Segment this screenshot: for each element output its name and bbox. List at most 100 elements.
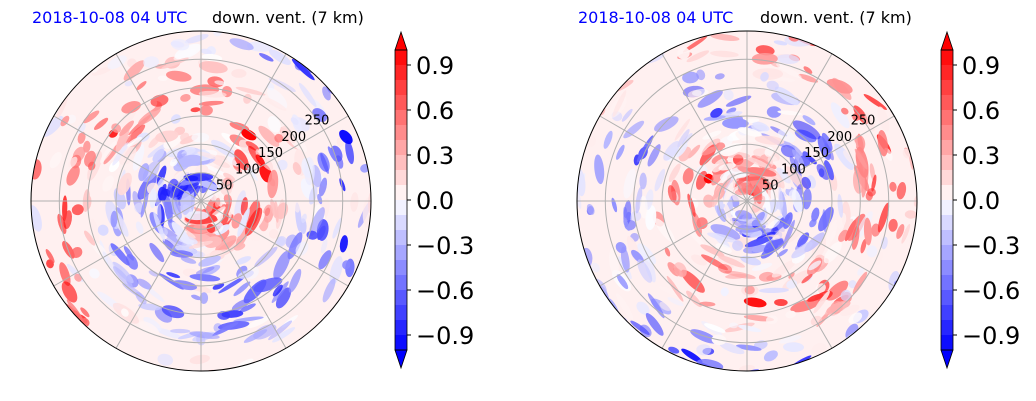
field-layer bbox=[577, 31, 917, 371]
field-cell bbox=[697, 89, 723, 108]
field-cell bbox=[586, 203, 595, 215]
grid-layer bbox=[577, 31, 917, 371]
colorbar-segment bbox=[395, 65, 407, 81]
field-cell bbox=[682, 167, 694, 185]
field-cell bbox=[875, 251, 884, 266]
field-cell bbox=[668, 346, 680, 354]
field-cell bbox=[229, 31, 238, 32]
field-cell bbox=[630, 210, 642, 222]
field-cell bbox=[577, 119, 581, 143]
ring-label: 100 bbox=[781, 163, 806, 178]
colorbar-tick-label: 0.0 bbox=[416, 187, 454, 215]
field-cell bbox=[220, 184, 232, 196]
field-cell bbox=[840, 289, 852, 302]
field-cell bbox=[682, 71, 699, 84]
field-cell bbox=[157, 353, 174, 366]
chart-panel-right: 2018-10-08 04 UTC down. vent. (7 km) 50 1… bbox=[547, 0, 1036, 401]
field-cell bbox=[802, 151, 810, 159]
colorbar-extend-max bbox=[940, 30, 954, 51]
field-cell bbox=[317, 194, 323, 205]
field-cell bbox=[231, 299, 250, 311]
radial-spoke bbox=[115, 200, 202, 349]
polar-rim bbox=[30, 30, 372, 372]
chart-panel-left: 2018-10-08 04 UTC down. vent. (7 km) 50 1… bbox=[30, 8, 474, 387]
field-cell bbox=[630, 320, 650, 335]
field-cell bbox=[811, 207, 820, 222]
colorbar-tick-label: 0.6 bbox=[416, 97, 454, 125]
field-cell bbox=[332, 217, 343, 239]
field-cell bbox=[682, 132, 693, 146]
field-cell bbox=[124, 80, 134, 87]
field-cell bbox=[798, 73, 818, 83]
field-cell bbox=[715, 243, 732, 254]
field-cell bbox=[83, 110, 100, 124]
field-cell bbox=[137, 107, 161, 126]
field-cell bbox=[223, 16, 253, 24]
colorbar-segment bbox=[941, 125, 953, 141]
field-cell bbox=[844, 219, 857, 242]
field-cell bbox=[687, 144, 701, 159]
colorbar-segment bbox=[395, 215, 407, 231]
field-cell bbox=[231, 68, 247, 78]
field-cell bbox=[239, 303, 256, 313]
field-cell bbox=[345, 140, 355, 165]
field-cell bbox=[113, 266, 133, 289]
field-cell bbox=[766, 315, 778, 325]
field-cell bbox=[700, 244, 725, 257]
field-cell bbox=[203, 249, 230, 259]
field-cell bbox=[65, 72, 75, 81]
field-cell bbox=[143, 316, 162, 332]
field-cell bbox=[228, 374, 240, 387]
field-cell bbox=[720, 142, 743, 157]
field-cell bbox=[288, 268, 302, 293]
radial-spoke bbox=[200, 200, 287, 349]
field-cell bbox=[901, 223, 911, 244]
colorbar-segment bbox=[395, 80, 407, 96]
field-cell bbox=[753, 184, 762, 204]
field-cell bbox=[135, 221, 144, 234]
field-cell bbox=[253, 324, 277, 340]
field-cell bbox=[710, 33, 740, 41]
field-cell bbox=[126, 124, 146, 145]
field-cell bbox=[718, 263, 733, 274]
field-cell bbox=[673, 262, 687, 278]
colorbar-segment bbox=[395, 260, 407, 276]
field-cell bbox=[298, 82, 317, 107]
ring-label: 150 bbox=[258, 146, 283, 161]
field-cell bbox=[180, 190, 192, 215]
field-cell bbox=[164, 195, 173, 223]
field-cell bbox=[156, 195, 162, 223]
field-cell bbox=[791, 144, 804, 158]
field-cell bbox=[324, 63, 337, 76]
field-cell bbox=[776, 167, 791, 184]
field-cell bbox=[792, 120, 821, 140]
field-cell bbox=[861, 54, 873, 69]
colorbar-segment bbox=[395, 245, 407, 261]
field-cell bbox=[725, 273, 748, 279]
ring-label: 200 bbox=[827, 130, 852, 145]
field-cell bbox=[93, 341, 104, 352]
field-cell bbox=[688, 230, 706, 248]
field-cell bbox=[59, 262, 71, 286]
field-cell bbox=[603, 130, 613, 149]
field-cell bbox=[785, 310, 796, 319]
field-cell bbox=[766, 80, 779, 91]
field-cell bbox=[195, 164, 209, 175]
field-cell bbox=[711, 153, 729, 165]
field-cell bbox=[803, 66, 813, 74]
field-cell bbox=[235, 86, 266, 96]
colorbar-segment bbox=[941, 260, 953, 276]
field-cell bbox=[807, 293, 824, 302]
field-cell bbox=[824, 143, 834, 161]
field-cell bbox=[240, 22, 268, 27]
field-cell bbox=[239, 372, 257, 386]
field-cell bbox=[751, 262, 773, 271]
field-cell bbox=[836, 212, 847, 230]
field-cell bbox=[837, 193, 844, 218]
field-cell bbox=[264, 207, 271, 217]
field-cell bbox=[889, 181, 897, 192]
field-cell bbox=[110, 210, 118, 228]
colorbar-segment bbox=[941, 320, 953, 336]
